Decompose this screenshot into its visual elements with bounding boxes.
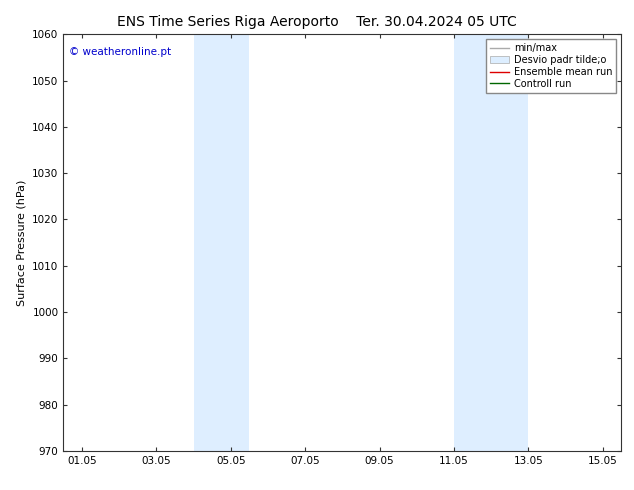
Y-axis label: Surface Pressure (hPa): Surface Pressure (hPa) — [16, 179, 27, 306]
Text: ENS Time Series Riga Aeroporto    Ter. 30.04.2024 05 UTC: ENS Time Series Riga Aeroporto Ter. 30.0… — [117, 15, 517, 29]
Bar — [193, 34, 249, 451]
Bar — [454, 34, 528, 451]
Text: © weatheronline.pt: © weatheronline.pt — [69, 47, 171, 57]
Legend: min/max, Desvio padr tilde;o, Ensemble mean run, Controll run: min/max, Desvio padr tilde;o, Ensemble m… — [486, 39, 616, 93]
